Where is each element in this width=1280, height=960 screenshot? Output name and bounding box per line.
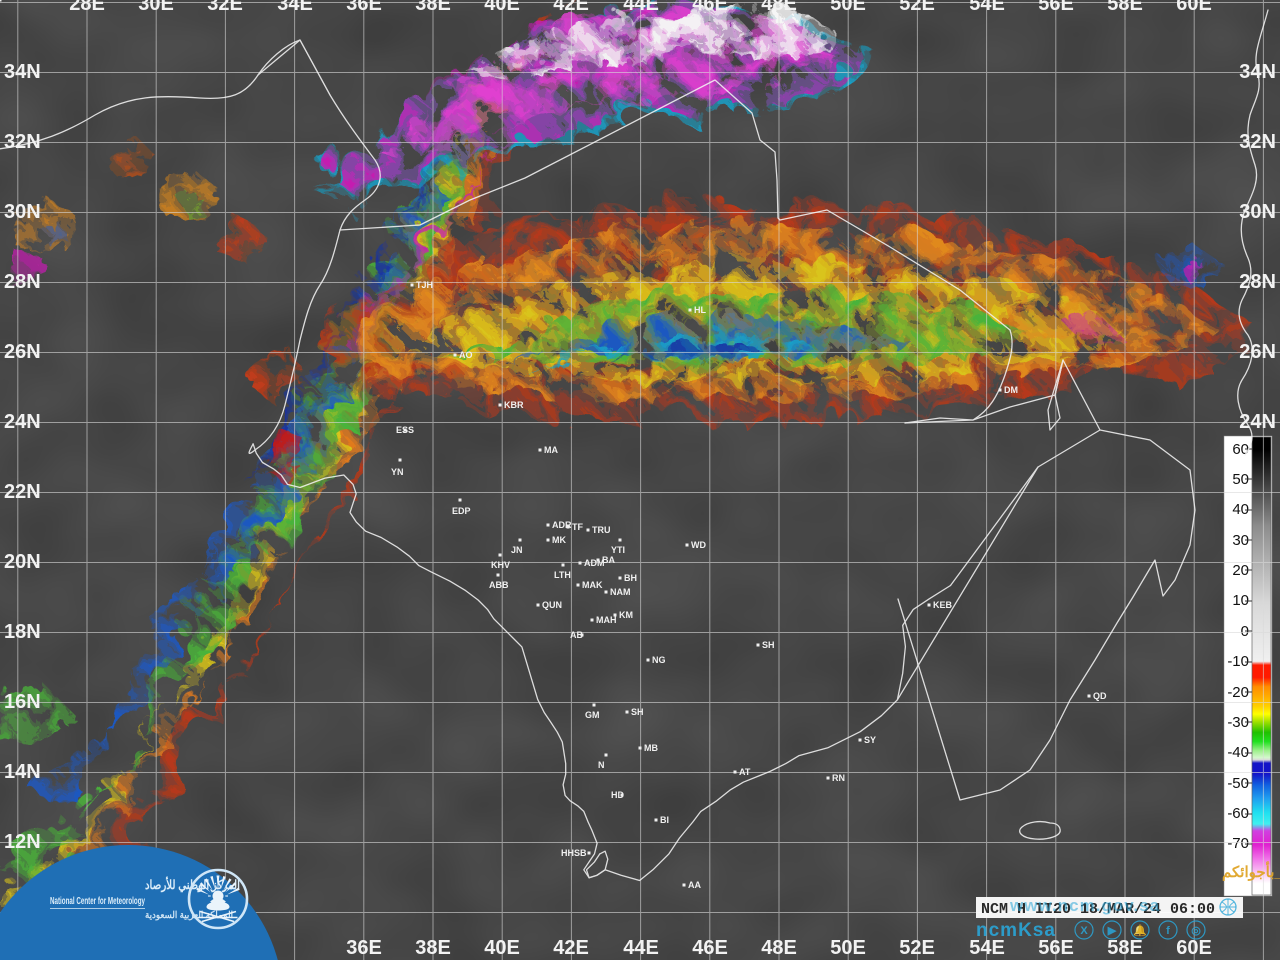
svg-text:National Center for Meteorolog: National Center for Meteorology [50,895,145,907]
